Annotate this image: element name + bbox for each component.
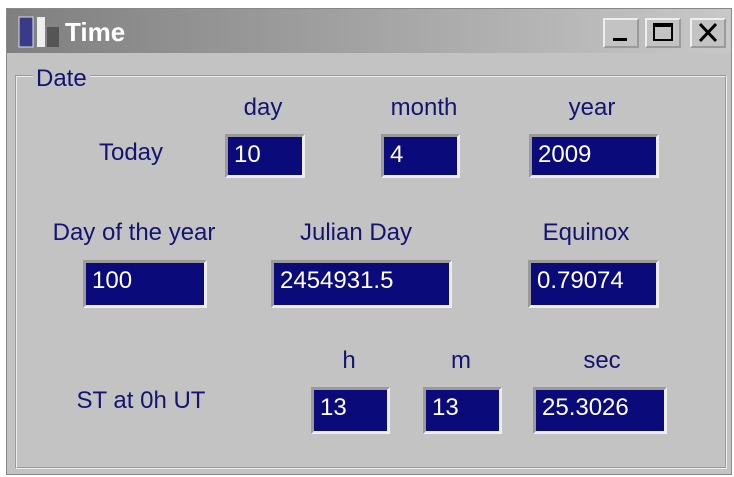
text-field[interactable]: 13 — [311, 387, 390, 434]
app-icon — [18, 16, 59, 48]
field-label: m — [451, 347, 471, 374]
text-field[interactable]: 2009 — [529, 134, 659, 178]
window: Time Date Today day 10 month 4 year 2009 Day of… — [6, 8, 732, 475]
text-field[interactable]: 4 — [381, 134, 460, 178]
field-label: sec — [583, 347, 621, 374]
text-field[interactable]: 100 — [83, 260, 207, 308]
maximize-button[interactable] — [645, 18, 681, 48]
row-label: ST at 0h UT — [76, 387, 206, 414]
field-label: Equinox — [542, 219, 630, 246]
field-label: month — [390, 94, 458, 121]
window-title: Time — [65, 17, 126, 47]
text-field[interactable]: 0.79074 — [528, 260, 659, 308]
text-field[interactable]: 2454931.5 — [271, 260, 452, 308]
field-label: Day of the year — [52, 219, 216, 246]
close-button[interactable] — [690, 18, 726, 48]
title-bar: Time — [7, 9, 731, 53]
field-label: year — [568, 94, 616, 121]
group-label: Date — [33, 65, 90, 93]
field-label: h — [342, 347, 356, 374]
field-label: Julian Day — [299, 219, 413, 246]
minimize-button[interactable] — [603, 18, 639, 48]
field-label: day — [243, 94, 283, 121]
text-field[interactable]: 13 — [423, 387, 502, 434]
group-box — [15, 75, 727, 469]
row-label: Today — [98, 139, 164, 166]
text-field[interactable]: 10 — [225, 134, 305, 178]
text-field[interactable]: 25.3026 — [533, 387, 667, 434]
